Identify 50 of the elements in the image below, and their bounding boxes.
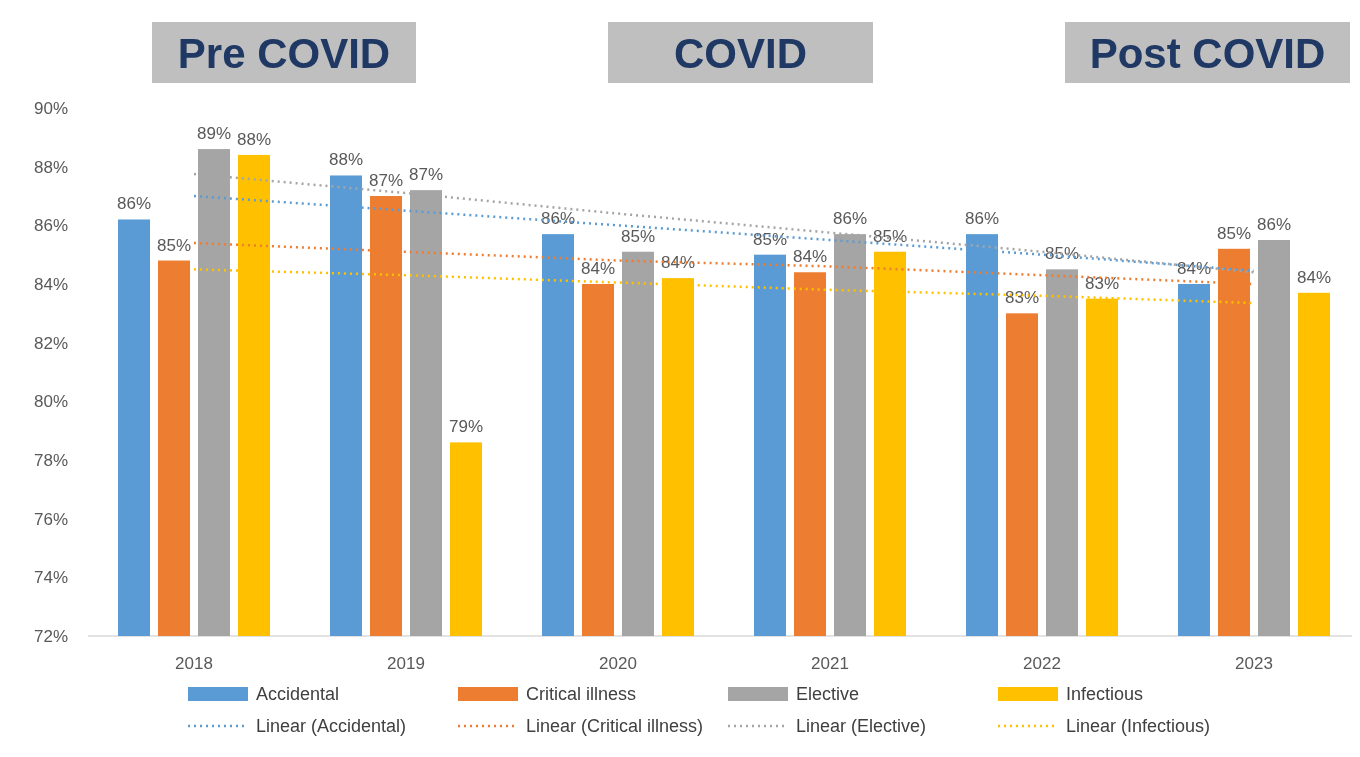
- legend-label: Linear (Elective): [796, 716, 927, 737]
- text: Post COVID: [1089, 30, 1326, 77]
- data-label: 88%: [236, 129, 272, 149]
- legend-label: Infectious: [1066, 684, 1144, 705]
- y-tick-label: 80%: [33, 392, 68, 412]
- data-label: 83%: [1084, 273, 1120, 293]
- data-label: 84%: [792, 247, 828, 267]
- y-tick-label: 84%: [33, 274, 68, 294]
- x-tick-label: 2023: [1235, 654, 1273, 673]
- data-label: 85%: [156, 235, 192, 255]
- text: COVID: [673, 30, 808, 77]
- x-tick-label: 2022: [1023, 654, 1061, 673]
- data-label: 85%: [752, 229, 788, 249]
- x-tick-label: 2020: [599, 654, 637, 673]
- y-tick-label: 76%: [33, 509, 68, 529]
- data-label: 84%: [660, 253, 696, 273]
- text: Pre COVID: [177, 30, 391, 77]
- data-label: 87%: [368, 171, 404, 190]
- y-tick-label: 72%: [33, 626, 68, 646]
- y-tick-label: 88%: [33, 157, 68, 177]
- data-label: 88%: [328, 150, 364, 170]
- legend-label: Linear (Infectious): [1066, 716, 1211, 737]
- data-label: 86%: [964, 209, 1000, 229]
- y-tick-label: 90%: [33, 98, 68, 118]
- x-tick-label: 2021: [811, 654, 849, 673]
- legend-label: Linear (Accidental): [256, 716, 407, 737]
- x-tick-label: 2018: [175, 654, 213, 673]
- data-label: 89%: [196, 124, 232, 144]
- data-label: 86%: [116, 194, 152, 214]
- data-label: 84%: [580, 259, 616, 278]
- data-label: 84%: [1296, 267, 1332, 287]
- x-tick-label: 2019: [387, 654, 425, 673]
- y-tick-label: 78%: [33, 450, 68, 470]
- y-tick-label: 74%: [33, 568, 68, 588]
- legend-label: Critical illness: [526, 684, 637, 705]
- legend-label: Accidental: [256, 684, 340, 705]
- data-label: 85%: [620, 226, 656, 246]
- data-label: 86%: [832, 209, 868, 229]
- y-tick-label: 82%: [33, 333, 68, 353]
- legend-label: Linear (Critical illness): [526, 716, 704, 737]
- data-label: 79%: [448, 417, 484, 437]
- data-label: 85%: [872, 226, 908, 246]
- data-label: 85%: [1216, 223, 1252, 243]
- data-label: 86%: [540, 209, 576, 229]
- data-label: 84%: [1176, 259, 1212, 278]
- data-label: 86%: [1256, 215, 1292, 234]
- legend-label: Elective: [796, 684, 860, 705]
- y-tick-label: 86%: [33, 216, 68, 236]
- data-label: 87%: [408, 165, 444, 185]
- data-label: 83%: [1004, 288, 1040, 308]
